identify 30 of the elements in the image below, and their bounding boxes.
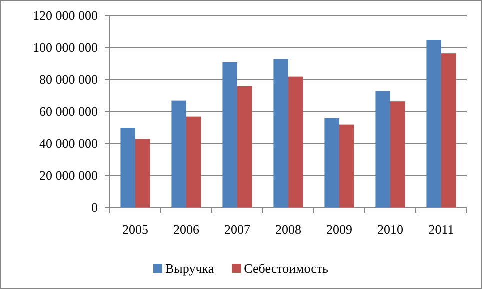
x-tick-label: 2008: [276, 222, 302, 238]
y-tick-label: 100 000 000: [33, 40, 98, 56]
y-tick-label: 20 000 000: [40, 168, 98, 184]
bar: [120, 128, 136, 208]
x-tick-label: 2011: [428, 222, 454, 238]
x-tick-label: 2010: [378, 222, 404, 238]
y-tick-label: 60 000 000: [40, 104, 98, 120]
x-tick-label: 2005: [122, 222, 148, 238]
x-tick-label: 2009: [326, 222, 352, 238]
bar: [390, 102, 406, 208]
bar: [238, 86, 252, 208]
y-tick-label: 0: [92, 200, 98, 216]
y-tick-label: 80 000 000: [40, 72, 98, 88]
bar: [136, 139, 150, 208]
x-tick-label: 2006: [174, 222, 200, 238]
legend-label: Себестоимость: [244, 261, 329, 276]
legend-label: Выручка: [166, 261, 214, 276]
bar: [222, 62, 238, 208]
bar: [324, 118, 340, 208]
bar: [442, 54, 456, 208]
x-tick-label: 2007: [224, 222, 251, 238]
bar: [340, 124, 354, 208]
bar: [172, 100, 186, 208]
y-tick-label: 120 000 000: [33, 8, 98, 24]
bar: [376, 91, 390, 208]
bar: [426, 40, 442, 208]
y-tick-label: 40 000 000: [40, 136, 98, 152]
bar: [288, 76, 304, 208]
bar: [186, 116, 202, 208]
bar: [274, 59, 288, 208]
